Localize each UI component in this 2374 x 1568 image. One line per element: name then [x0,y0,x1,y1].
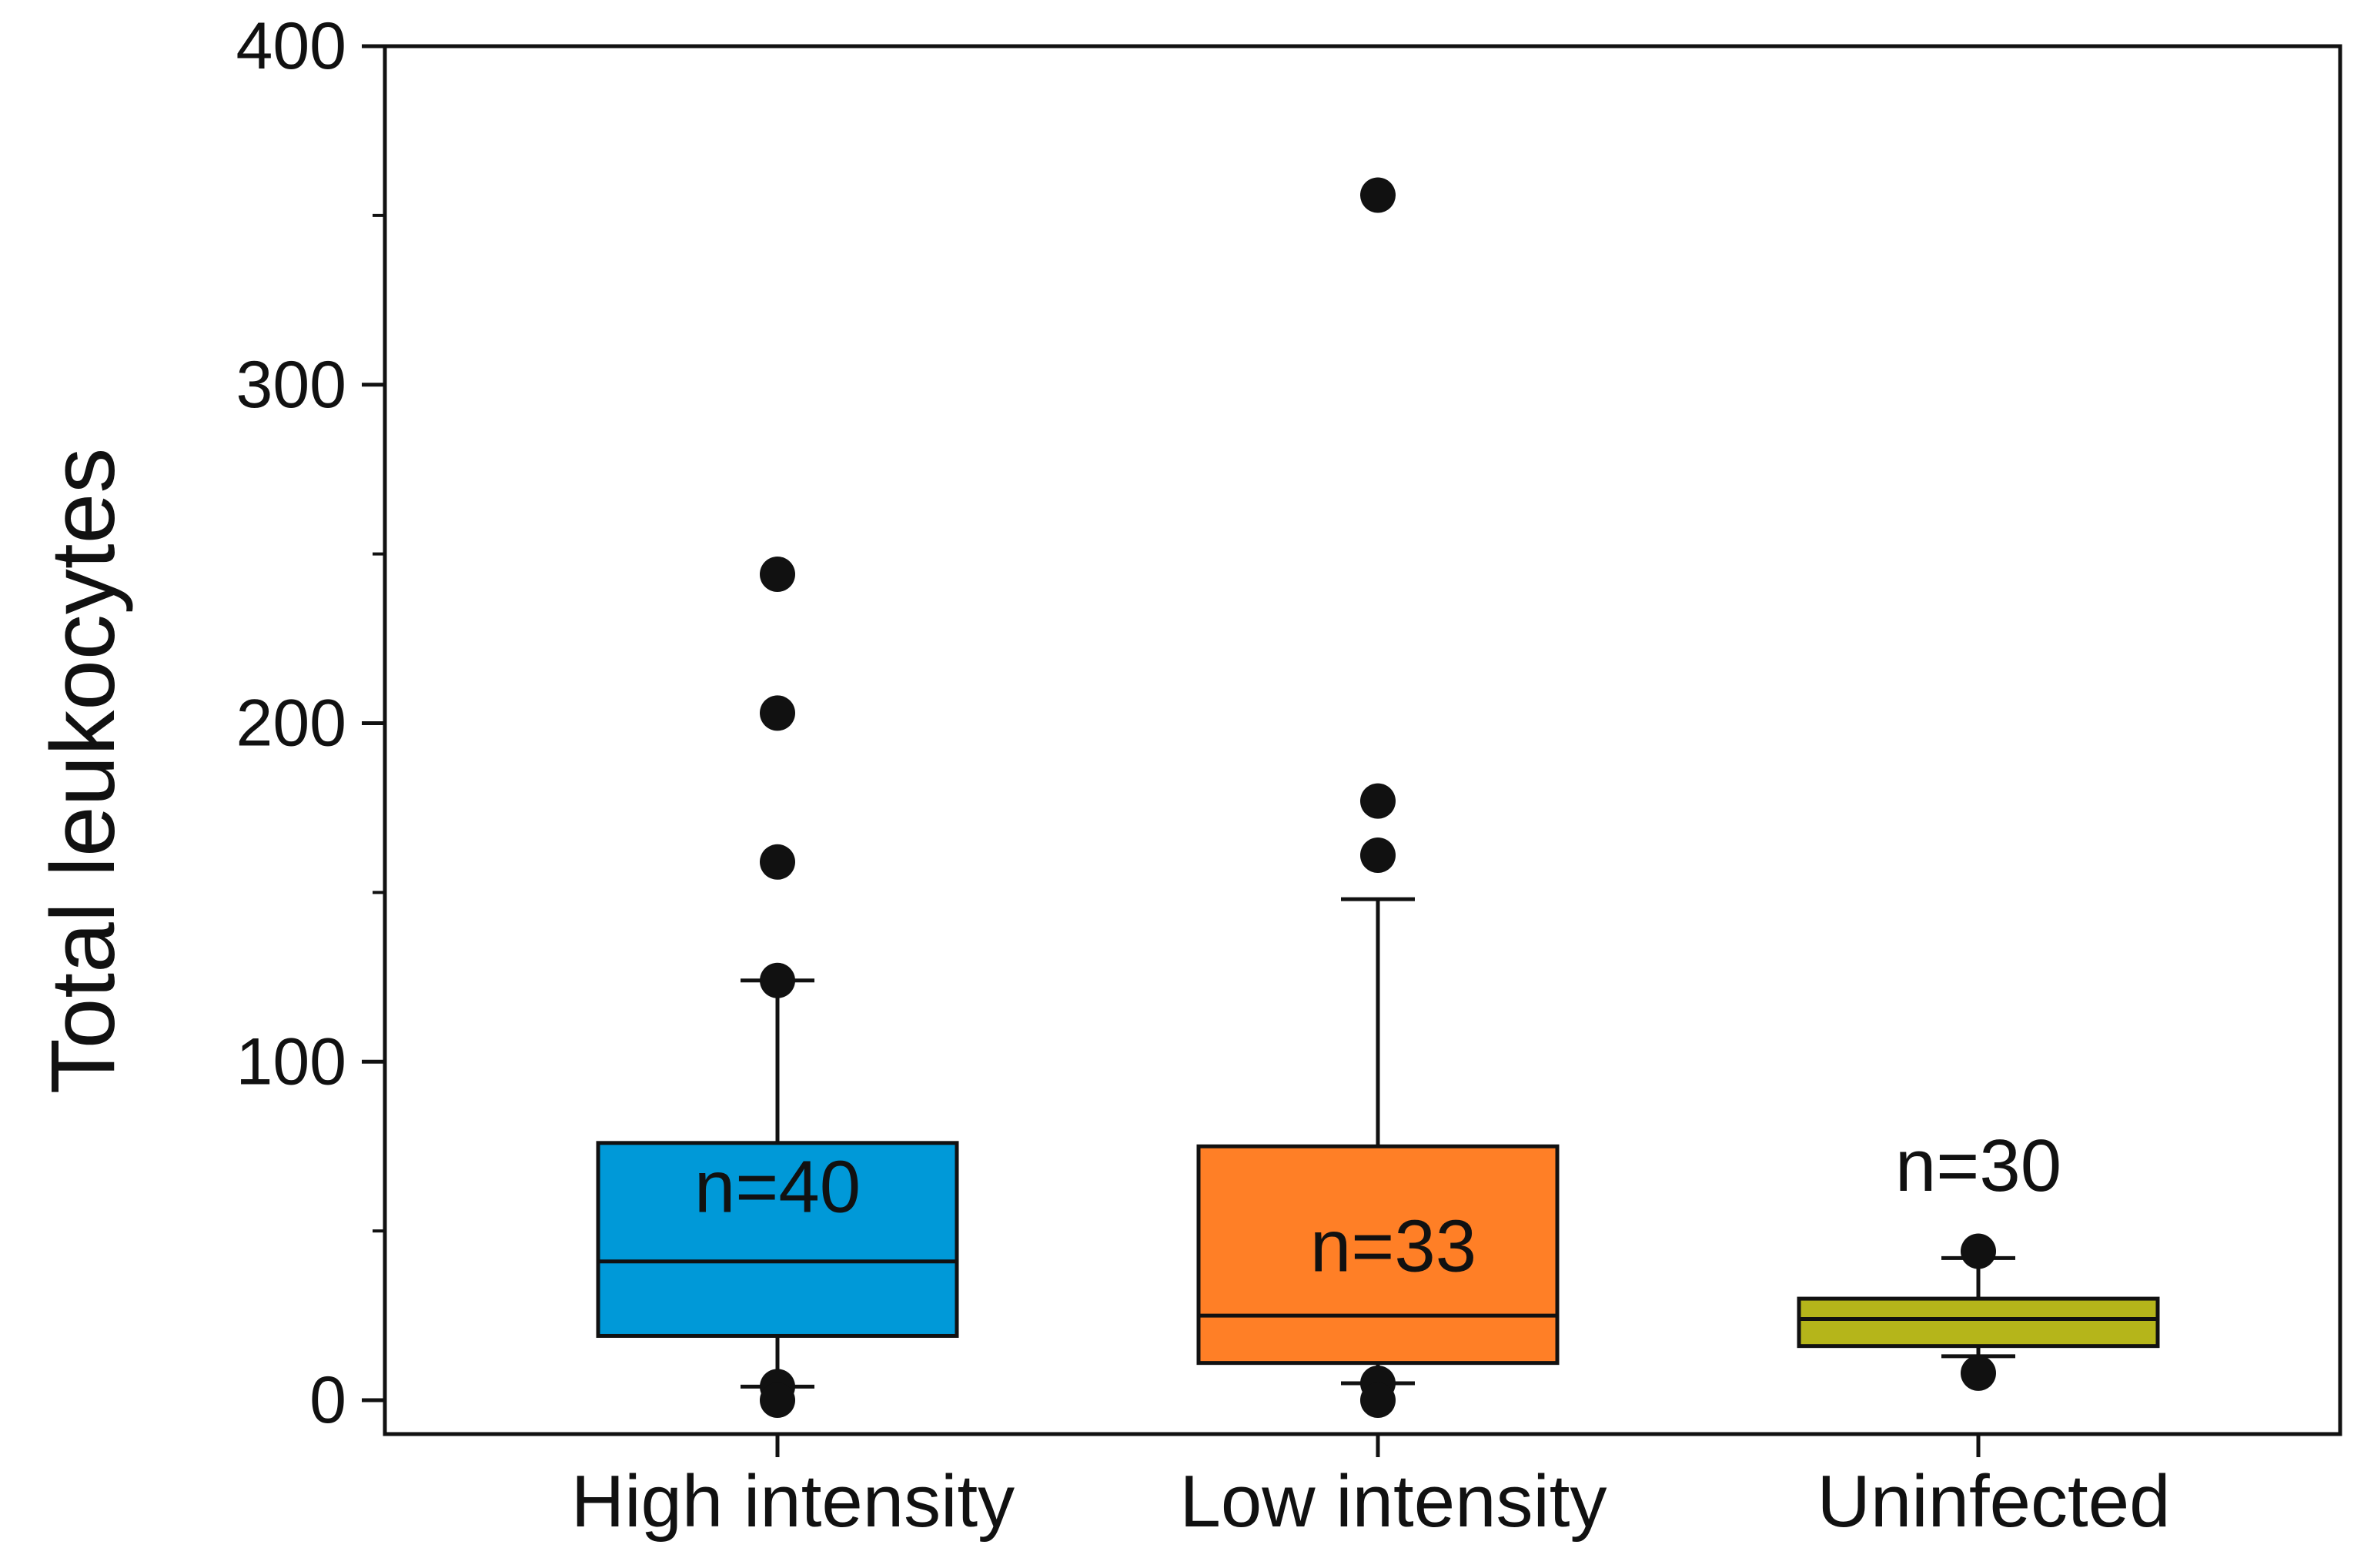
x-category-label-low-intensity: Low intensity [1180,1460,1607,1543]
y-tick-label: 300 [236,348,347,422]
sample-size-label-uninfected: n=30 [1895,1125,2061,1207]
box-high-intensity [596,1141,959,1338]
outlier-point-high-intensity [760,844,795,880]
x-category-label-uninfected: Uninfected [1817,1460,2171,1543]
box-uninfected [1797,1296,2160,1349]
outlier-point-low-intensity [1360,1382,1396,1419]
y-axis-title: Total leukocytes [32,448,134,1095]
y-tick-label: 100 [236,1025,347,1098]
y-tick-label: 400 [236,9,347,83]
sample-size-label-low-intensity: n=33 [1310,1205,1476,1288]
box-low-intensity [1196,1144,1560,1366]
y-tick-label: 0 [309,1363,346,1437]
y-tick-label: 200 [236,687,347,761]
plot-frame [383,44,2342,1436]
sample-size-label-high-intensity: n=40 [694,1145,861,1228]
outlier-point-low-intensity [1360,783,1396,819]
outlier-point-low-intensity [1360,177,1396,213]
outlier-point-high-intensity [760,962,795,998]
outlier-point-high-intensity [760,695,795,731]
outlier-point-high-intensity [760,1382,795,1419]
outlier-point-low-intensity [1360,837,1396,874]
x-category-label-high-intensity: High intensity [571,1460,1015,1543]
outlier-point-uninfected [1961,1355,1996,1391]
outlier-point-uninfected [1961,1233,1996,1269]
outlier-point-high-intensity [760,557,795,593]
